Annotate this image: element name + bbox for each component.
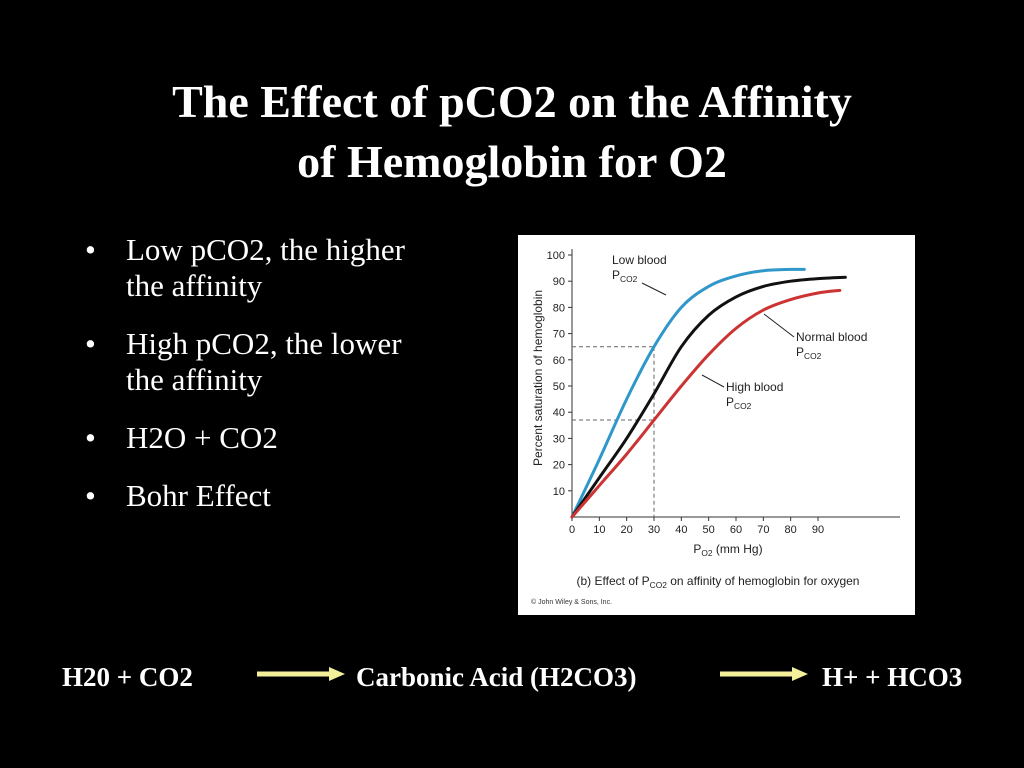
y-tick-label: 40 — [553, 407, 565, 419]
series-label-low-line1: Low blood — [612, 253, 667, 267]
x-tick-label: 10 — [593, 524, 605, 536]
equation-reactants: H20 + CO2 — [62, 662, 193, 692]
x-tick-label: 20 — [621, 524, 633, 536]
y-tick-label: 100 — [547, 250, 565, 262]
slide-title-line1: The Effect of pCO2 on the Affinity — [172, 76, 852, 127]
bullet-item-bohr-effect: • Bohr Effect — [85, 478, 505, 514]
x-tick-label: 90 — [812, 524, 824, 536]
series-label-low-leader — [641, 282, 667, 296]
bullet-text-line2: the affinity — [126, 268, 263, 303]
x-axis-title: PO2 (mm Hg) — [693, 542, 762, 558]
series-normal-blood-pco2 — [570, 275, 847, 519]
x-tick-label: 60 — [730, 524, 742, 536]
series-label-normal-leader — [763, 313, 795, 338]
x-tick-label: 0 — [569, 524, 575, 536]
bullet-dot-icon: • — [85, 478, 96, 513]
y-tick-label: 20 — [553, 460, 565, 472]
equation-carbonic-acid: Carbonic Acid (H2CO3) — [356, 662, 637, 692]
y-tick-label: 10 — [553, 486, 565, 498]
bullet-item-high-pco2: • High pCO2, the lower the affinity — [85, 326, 505, 398]
x-tick-label: 40 — [675, 524, 687, 536]
bullet-text-line1: Bohr Effect — [126, 478, 271, 513]
series-high-blood-pco2 — [570, 288, 842, 519]
y-tick-label: 30 — [553, 433, 565, 445]
y-axis-title: Percent saturation of hemoglobin — [531, 290, 545, 466]
reaction-arrow-icon — [257, 667, 345, 681]
x-tick-label: 30 — [648, 524, 660, 536]
bullet-text-line2: the affinity — [126, 362, 263, 397]
bullet-item-low-pco2: • Low pCO2, the higher the affinity — [85, 232, 505, 304]
bullet-dot-icon: • — [85, 326, 96, 361]
y-tick-label: 80 — [553, 302, 565, 314]
y-tick-label: 70 — [553, 329, 565, 341]
slide-title: The Effect of pCO2 on the Affinity of He… — [0, 72, 1024, 192]
y-tick-label: 60 — [553, 355, 565, 367]
bullet-list: • Low pCO2, the higher the affinity • Hi… — [85, 232, 505, 536]
y-tick-label: 90 — [553, 276, 565, 288]
x-tick-label: 70 — [757, 524, 769, 536]
x-tick-label: 50 — [703, 524, 715, 536]
bullet-item-h2o-co2: • H2O + CO2 — [85, 420, 505, 456]
x-tick-label: 80 — [785, 524, 797, 536]
series-label-high-line1: High blood — [726, 380, 783, 394]
bullet-dot-icon: • — [85, 232, 96, 267]
chart-caption: (b) Effect of PCO2 on affinity of hemogl… — [577, 574, 860, 590]
y-tick-label: 50 — [553, 381, 565, 393]
series-label-low-pco2: PCO2 — [612, 268, 638, 284]
copyright-notice: © John Wiley & Sons, Inc. — [531, 598, 612, 606]
series-label-high-leader — [701, 374, 725, 388]
series-low-blood-pco2 — [570, 267, 806, 519]
equation-products: H+ + HCO3 — [822, 662, 963, 692]
chart-svg: 10 20 30 40 50 60 70 80 90 100 0 10 20 30 40 50 60 70 80 90… — [531, 249, 900, 606]
oxygen-dissociation-chart: 10 20 30 40 50 60 70 80 90 100 0 10 20 30 40 50 60 70 80 90… — [518, 235, 915, 615]
bullet-text-line1: Low pCO2, the higher — [126, 232, 405, 267]
bullet-text-line1: High pCO2, the lower — [126, 326, 402, 361]
slide-title-line2: of Hemoglobin for O2 — [297, 136, 727, 187]
reaction-arrow-icon — [720, 667, 808, 681]
series-label-normal-line1: Normal blood — [796, 330, 867, 344]
series-label-high-pco2: PCO2 — [726, 395, 752, 411]
bullet-dot-icon: • — [85, 420, 96, 455]
reaction-equation: H20 + CO2 Carbonic Acid (H2CO3) H+ + HCO… — [0, 652, 1024, 702]
series-label-normal-pco2: PCO2 — [796, 345, 822, 361]
bullet-text-line1: H2O + CO2 — [126, 420, 278, 455]
